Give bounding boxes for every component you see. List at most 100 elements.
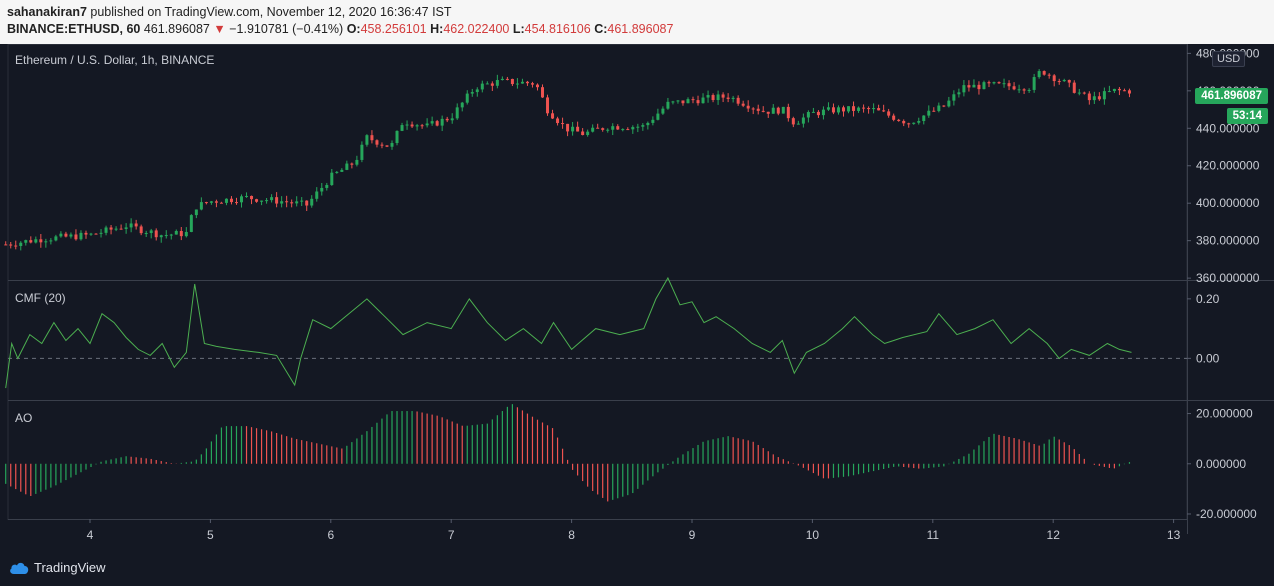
candle-body <box>209 201 213 203</box>
candle-body <box>285 201 289 203</box>
candle-body <box>490 83 494 86</box>
candle-body <box>245 195 249 197</box>
candle-body <box>661 108 665 114</box>
candle-body <box>29 240 33 243</box>
candle-body <box>1002 83 1006 85</box>
candle-body <box>972 84 976 88</box>
cmf-pane-title: CMF (20) <box>15 291 66 305</box>
candle-body <box>89 233 93 235</box>
candle-body <box>505 78 509 80</box>
candle-body <box>862 107 866 109</box>
candle-body <box>746 105 750 109</box>
candle-body <box>771 107 775 114</box>
candle-body <box>94 233 98 235</box>
candle-body <box>1012 86 1016 90</box>
candle-body <box>415 125 419 127</box>
candle-body <box>385 145 389 147</box>
tradingview-logo[interactable]: TradingView <box>8 560 106 575</box>
candle-body <box>255 199 259 202</box>
candle-body <box>19 242 23 247</box>
candle-body <box>485 83 489 85</box>
candle-body <box>500 78 504 81</box>
candle-body <box>139 226 143 234</box>
candle-body <box>721 94 725 98</box>
candle-body <box>1017 89 1021 91</box>
currency-badge[interactable]: USD <box>1212 51 1246 67</box>
price-pane-title: Ethereum / U.S. Dollar, 1h, BINANCE <box>15 53 215 67</box>
candle-body <box>79 232 83 240</box>
candlestick-series <box>4 69 1131 251</box>
author-name[interactable]: sahanakiran7 <box>7 5 87 19</box>
candle-body <box>711 95 715 101</box>
countdown-tag: 53:14 <box>1226 108 1268 124</box>
candle-body <box>651 119 655 123</box>
candle-body <box>877 108 881 111</box>
candle-body <box>214 201 218 203</box>
candle-body <box>997 82 1001 84</box>
time-axis-label: 6 <box>327 528 334 542</box>
time-axis-label: 7 <box>448 528 455 542</box>
chart-svg[interactable]: 480.000000460.000000440.000000420.000000… <box>0 44 1274 552</box>
candle-body <box>766 111 770 114</box>
candle-body <box>224 198 228 203</box>
footer-brand: TradingView <box>34 560 106 575</box>
candle-body <box>606 129 610 131</box>
candle-body <box>435 121 439 126</box>
candle-body <box>716 94 720 101</box>
candle-body <box>741 103 745 106</box>
candle-body <box>907 123 911 125</box>
candle-body <box>375 140 379 145</box>
candle-body <box>310 198 314 206</box>
candle-body <box>495 80 499 86</box>
ao-axis-label: 20.000000 <box>1196 407 1253 421</box>
chart-area[interactable]: 480.000000460.000000440.000000420.000000… <box>0 44 1274 552</box>
last-price-tag: 461.896087 <box>1195 88 1268 104</box>
candle-body <box>611 126 615 130</box>
candle-body <box>947 100 951 107</box>
low-label: L: <box>512 22 525 36</box>
candle-body <box>831 107 835 113</box>
candle-body <box>1062 79 1066 82</box>
candle-body <box>345 163 349 170</box>
candle-body <box>801 117 805 124</box>
candle-body <box>1122 90 1126 92</box>
candle-body <box>350 163 354 165</box>
candle-body <box>1077 92 1081 94</box>
candle-body <box>39 239 43 243</box>
candle-body <box>450 118 454 121</box>
candle-body <box>1092 96 1096 101</box>
candle-body <box>460 102 464 108</box>
ao-histogram <box>5 404 1131 502</box>
candle-body <box>1087 93 1091 101</box>
candle-body <box>430 121 434 124</box>
time-axis-label: 5 <box>207 528 214 542</box>
candle-body <box>867 108 871 110</box>
time-axis-label: 8 <box>568 528 575 542</box>
candle-body <box>857 107 861 111</box>
candle-body <box>616 126 620 130</box>
candle-body <box>1007 83 1011 87</box>
candle-body <box>631 127 635 130</box>
candle-body <box>114 228 118 230</box>
candle-body <box>576 126 580 132</box>
candle-body <box>897 119 901 121</box>
candle-body <box>124 227 128 229</box>
candle-body <box>967 85 971 88</box>
plot-frame <box>7 44 1188 520</box>
candle-body <box>691 99 695 101</box>
price-axis-label: 360.000000 <box>1196 271 1260 285</box>
candle-body <box>1107 91 1111 93</box>
time-axis-label: 12 <box>1047 528 1061 542</box>
ao-axis-label: -20.000000 <box>1196 507 1257 521</box>
candle-body <box>470 92 474 94</box>
candle-body <box>666 101 670 109</box>
candle-body <box>581 131 585 136</box>
candle-body <box>270 197 274 201</box>
candle-body <box>510 78 514 85</box>
candle-body <box>1072 82 1076 93</box>
candle-body <box>410 124 414 127</box>
candle-body <box>882 110 886 112</box>
candle-body <box>892 115 896 120</box>
header: sahanakiran7 published on TradingView.co… <box>0 0 1274 44</box>
candle-body <box>556 118 560 124</box>
